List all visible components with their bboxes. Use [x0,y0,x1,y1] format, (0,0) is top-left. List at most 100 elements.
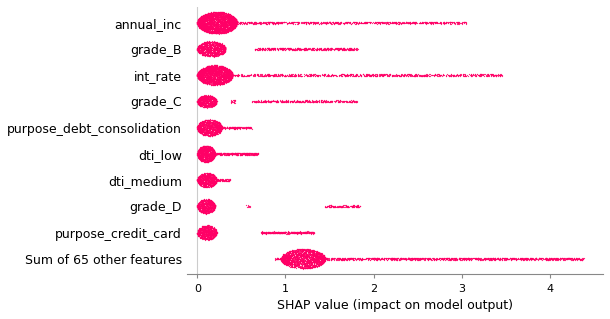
Point [289,265,299,270]
Point [194,175,204,180]
Point [199,78,209,83]
Point [322,45,332,50]
Point [194,49,204,55]
Point [497,256,506,261]
Point [199,68,209,73]
Point [193,45,203,50]
Point [296,99,306,104]
Point [217,126,226,131]
Point [352,203,362,208]
Point [206,78,215,83]
Point [347,99,357,104]
Point [282,46,292,51]
Point [219,124,229,130]
Point [199,209,209,214]
Point [209,69,218,74]
Point [203,224,213,229]
Point [204,50,213,55]
Point [214,122,224,127]
Point [204,96,213,101]
Point [202,126,212,131]
Point [426,73,436,78]
Point [375,74,384,79]
Point [198,229,208,234]
Point [537,255,547,260]
Point [210,130,220,135]
Point [302,256,312,261]
Point [303,256,312,261]
Point [217,125,227,130]
Point [318,255,328,260]
Point [436,74,445,79]
Point [193,176,203,182]
Point [303,257,312,262]
Point [195,72,204,78]
Point [199,206,209,211]
Point [244,150,254,155]
Point [218,151,228,156]
Point [207,205,217,210]
Point [198,70,208,75]
Point [307,260,317,265]
Point [196,150,206,155]
Point [207,80,217,85]
Point [339,21,348,26]
Point [223,20,233,26]
Point [198,97,208,102]
Point [212,177,221,182]
Point [401,257,411,262]
Point [269,46,279,51]
Point [198,157,207,162]
Point [196,125,206,130]
Point [206,13,215,18]
Point [209,228,219,234]
Point [212,25,222,30]
Point [422,21,431,26]
Point [217,125,227,130]
Point [208,150,218,155]
Point [199,233,209,238]
Point [289,249,298,255]
Point [208,178,218,183]
Point [200,207,210,212]
Point [197,206,207,211]
Point [226,74,236,79]
Point [207,147,217,152]
Point [206,155,216,160]
Point [402,20,412,25]
Point [212,67,221,72]
Point [224,69,234,74]
Point [409,73,419,78]
Point [308,264,318,269]
Point [203,232,212,237]
Point [205,48,215,54]
Point [204,100,214,106]
Point [199,211,209,216]
Point [480,257,490,262]
Point [490,255,500,260]
Point [222,19,232,24]
Point [203,177,212,182]
Point [245,124,255,130]
Point [317,99,326,104]
Point [481,256,490,261]
Point [203,153,213,158]
Point [351,204,361,209]
Point [207,205,217,210]
Point [454,256,464,262]
Point [303,263,312,269]
Point [207,182,217,187]
Point [207,97,217,102]
Point [198,125,208,130]
Point [212,69,221,74]
Point [210,103,220,108]
Point [204,15,213,20]
Point [210,151,220,156]
Point [211,99,221,104]
Point [204,180,213,185]
Point [209,233,218,238]
Point [282,250,292,255]
Point [281,259,290,264]
Point [283,98,293,103]
Point [206,228,215,233]
